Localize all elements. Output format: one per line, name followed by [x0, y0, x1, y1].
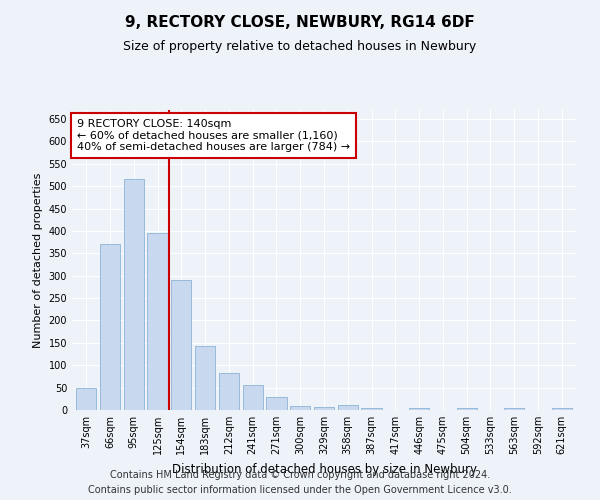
Y-axis label: Number of detached properties: Number of detached properties — [33, 172, 43, 348]
Bar — [409, 408, 429, 410]
Bar — [361, 408, 382, 410]
Text: Size of property relative to detached houses in Newbury: Size of property relative to detached ho… — [124, 40, 476, 53]
Bar — [242, 386, 263, 410]
X-axis label: Distribution of detached houses by size in Newbury: Distribution of detached houses by size … — [172, 462, 476, 475]
Bar — [219, 374, 239, 410]
Bar — [266, 396, 287, 410]
Bar — [171, 280, 191, 410]
Bar — [148, 233, 167, 410]
Text: Contains HM Land Registry data © Crown copyright and database right 2024.
Contai: Contains HM Land Registry data © Crown c… — [88, 470, 512, 495]
Bar — [76, 388, 97, 410]
Bar — [100, 244, 120, 410]
Text: 9, RECTORY CLOSE, NEWBURY, RG14 6DF: 9, RECTORY CLOSE, NEWBURY, RG14 6DF — [125, 15, 475, 30]
Bar — [338, 405, 358, 410]
Text: 9 RECTORY CLOSE: 140sqm
← 60% of detached houses are smaller (1,160)
40% of semi: 9 RECTORY CLOSE: 140sqm ← 60% of detache… — [77, 119, 350, 152]
Bar — [195, 346, 215, 410]
Bar — [314, 407, 334, 410]
Bar — [124, 180, 144, 410]
Bar — [457, 408, 477, 410]
Bar — [290, 406, 310, 410]
Bar — [551, 408, 572, 410]
Bar — [504, 408, 524, 410]
